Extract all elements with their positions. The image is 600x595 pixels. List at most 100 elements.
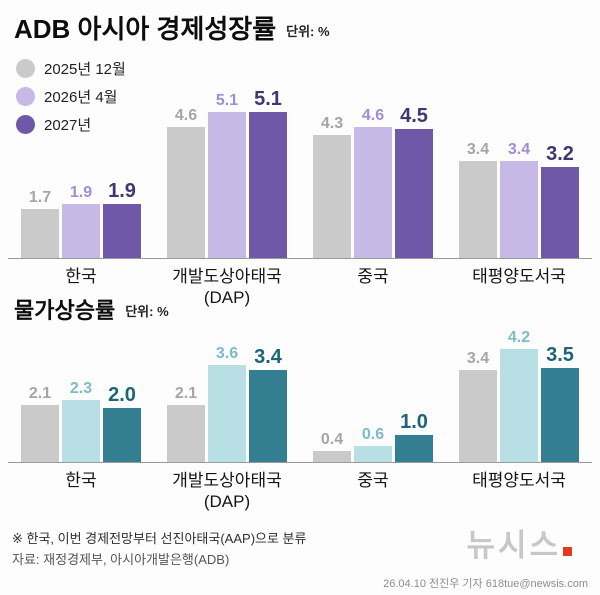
bar [103,203,141,258]
bar-group: 3.4 4.2 3.5 [446,329,592,462]
bar [354,445,392,462]
category-sub-label: (DAP) [203,288,251,308]
bar-wrap: 3.4 [459,351,497,462]
bar-value-label: 4.6 [174,106,198,124]
bar-wrap: 3.4 [500,141,538,258]
bar [541,367,579,462]
bar [354,126,392,258]
bar-wrap: 1.9 [62,183,100,258]
bar-group: 2.1 3.6 3.4 [154,338,300,462]
bar-value-label: 0.6 [361,425,385,443]
newsis-logo-text: 뉴시스 [466,528,561,563]
bar-wrap: 2.3 [62,381,100,462]
bar-wrap: 5.1 [208,93,246,258]
growth-chart-header: ADB 아시아 경제성장률 단위: % [14,16,330,42]
inflation-chart-title: 물가상승률 [14,298,116,323]
inflation-chart-plot: 2.1 2.3 2.0 2.1 3.6 3.4 0.4 0.6 1.0 3.4 4.2 3.5 [8,329,592,462]
bar [541,166,579,258]
bar-value-label: 3.4 [254,346,282,369]
category-name: 개발도상아태국 [172,267,282,286]
bar-value-label: 1.7 [28,189,52,207]
bar [500,348,538,462]
category-label: 중국 [300,470,446,513]
category-label: 개발도상아태국 (DAP) [154,470,300,513]
bar [313,135,351,258]
bar-group: 4.3 4.6 4.5 [300,98,446,258]
bar-value-label: 3.4 [466,140,490,158]
bar-wrap: 4.6 [354,106,392,258]
bar-wrap: 3.5 [541,345,579,462]
legend-item-2025-12: 2025년 12월 [16,58,126,79]
bar-value-label: 4.6 [361,106,385,124]
category-name: 중국 [357,471,389,490]
category-label: 중국 [300,266,446,309]
bar-group: 4.6 5.1 5.1 [154,89,300,258]
growth-chart-plot: 1.7 1.9 1.9 4.6 5.1 5.1 4.3 4.6 4.5 3.4 3.4 3.2 [8,89,592,258]
bar-value-label: 3.4 [466,350,490,368]
bar-wrap: 0.6 [354,425,392,462]
bar [208,112,246,258]
category-label: 한국 [8,470,154,513]
bar-wrap: 4.3 [313,116,351,258]
bar [167,126,205,258]
legend-label: 2025년 12월 [44,61,126,78]
inflation-chart-header: 물가상승률 단위: % [14,300,169,322]
bar-wrap: 1.9 [103,181,141,258]
footnote: ※ 한국, 이번 경제전망부터 선진아태국(AAP)으로 분류 [12,531,307,546]
bar [103,408,141,462]
inflation-chart-categories: 한국 개발도상아태국 (DAP) 중국 태평양도서국 [8,462,592,513]
legend-item-2027: 2027년 [16,114,126,135]
legend-item-2026-04: 2026년 4월 [16,86,126,107]
category-name: 개발도상아태국 [172,471,282,490]
bar-value-label: 2.3 [69,380,93,397]
category-name: 중국 [357,267,389,286]
category-name: 한국 [65,471,97,490]
bar-value-label: 2.1 [28,385,52,403]
legend-swatch-dark-purple [16,115,35,134]
legend-label: 2027년 [44,117,92,134]
newsis-logo: 뉴시스 [466,530,572,561]
bar-value-label: 0.4 [320,431,344,449]
bar [500,160,538,258]
bar-wrap: 4.5 [395,106,433,258]
page-title: ADB 아시아 경제성장률 [14,14,277,44]
legend: 2025년 12월 2026년 4월 2027년 [16,58,126,142]
bar [21,209,59,258]
bar-value-label: 4.2 [507,328,531,346]
bar [249,370,287,462]
bar-group: 1.7 1.9 1.9 [8,98,154,258]
bar-value-label: 4.3 [320,115,344,133]
bar [395,435,433,462]
bar [62,203,100,258]
bar-wrap: 2.0 [103,385,141,462]
bar-wrap: 0.4 [313,432,351,462]
bar-group: 3.4 3.4 3.2 [446,98,592,258]
logo-red-square-icon [563,547,572,556]
bar-wrap: 3.4 [249,347,287,462]
bar-group: 0.4 0.6 1.0 [300,338,446,462]
bar-wrap: 5.1 [249,89,287,258]
bar-value-label: 5.1 [215,92,239,110]
bar-value-label: 2.0 [108,384,136,407]
bar-wrap: 2.1 [167,386,205,462]
bar-value-label: 4.5 [400,105,428,128]
bar [313,451,351,462]
bar-value-label: 1.9 [108,179,136,202]
category-label: 태평양도서국 [446,470,592,513]
bar [167,405,205,462]
category-label: 태평양도서국 [446,266,592,309]
bar-wrap: 1.7 [21,190,59,258]
bar-value-label: 1.9 [69,183,93,201]
bar [459,370,497,462]
source-note: 자료: 재정경제부, 아시아개발은행(ADB) [12,552,230,567]
legend-swatch-light-purple [16,87,35,106]
bar-value-label: 3.2 [546,142,574,165]
legend-label: 2026년 4월 [44,89,118,106]
category-sub-label: (DAP) [203,492,251,512]
bar [459,160,497,258]
bar-wrap: 4.6 [167,106,205,258]
category-label: 개발도상아태국 (DAP) [154,266,300,309]
bar-wrap: 3.2 [541,144,579,258]
bar-wrap: 1.0 [395,412,433,462]
bar [21,405,59,462]
